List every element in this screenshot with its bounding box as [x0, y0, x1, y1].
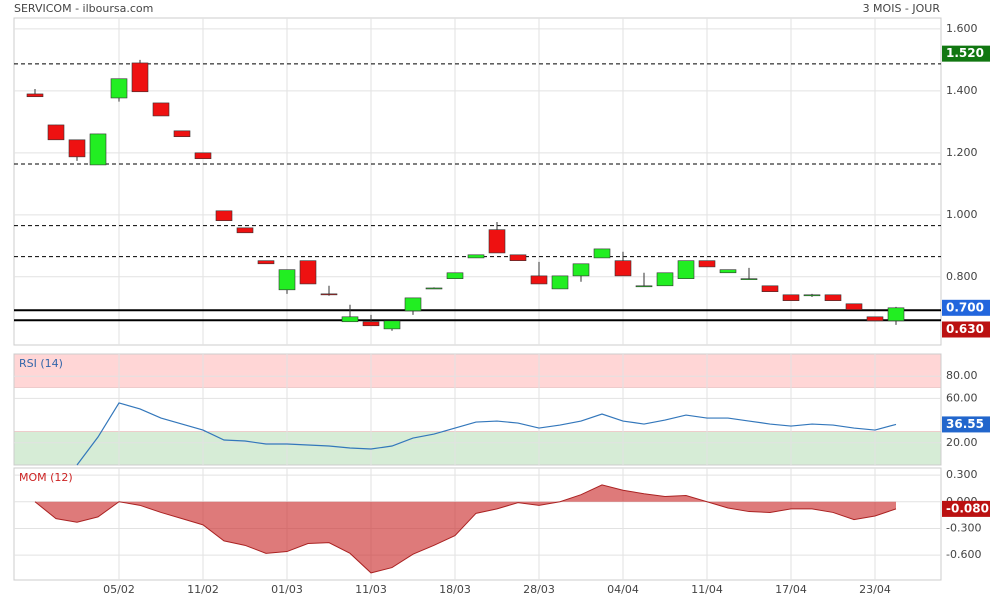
price-marker-label: 0.700	[946, 300, 984, 314]
x-tick-label: 11/02	[187, 583, 219, 596]
candle-body	[341, 316, 359, 323]
candle-body	[278, 269, 296, 291]
price-marker	[942, 299, 990, 316]
panel-frame	[13, 17, 942, 346]
y-tick-label: 20.00	[946, 436, 978, 449]
zone	[13, 353, 942, 388]
x-tick-label: 11/03	[355, 583, 387, 596]
candle-body	[131, 62, 149, 93]
candle-body	[68, 139, 86, 158]
candle-body	[761, 285, 779, 292]
candle-body	[803, 294, 821, 297]
mom-area	[35, 484, 896, 573]
panel-frame	[13, 467, 942, 581]
panel-title: RSI (14)	[19, 357, 63, 370]
candle-body	[593, 248, 611, 259]
candle-body	[782, 294, 800, 301]
candle-body	[530, 275, 548, 285]
candle-body	[425, 287, 443, 290]
candle-body	[194, 152, 212, 160]
y-tick-label: 80.00	[946, 369, 978, 382]
x-tick-label: 11/04	[691, 583, 723, 596]
candle-body	[572, 263, 590, 277]
x-tick-label: 04/04	[607, 583, 639, 596]
candle-body	[509, 254, 527, 261]
x-tick-label: 28/03	[523, 583, 555, 596]
candle-body	[152, 102, 170, 117]
price-marker-label: -0.080	[946, 501, 989, 515]
candle-body	[740, 278, 758, 280]
y-tick-label: -0.600	[946, 548, 981, 561]
price-marker-label: 1.520	[946, 46, 984, 60]
candle-body	[89, 133, 107, 166]
y-tick-label: 0.800	[946, 270, 978, 283]
candle-body	[887, 307, 905, 322]
candle-body	[320, 293, 338, 296]
period-label: 3 MOIS - JOUR	[863, 2, 941, 15]
candle-body	[236, 227, 254, 234]
candle-body	[299, 260, 317, 285]
candle-body	[551, 275, 569, 290]
candle-body	[845, 303, 863, 310]
chart-title: SERVICOM - ilboursa.com	[14, 2, 153, 15]
y-tick-label: 1.600	[946, 22, 978, 35]
x-tick-label: 05/02	[103, 583, 135, 596]
price-marker	[942, 45, 990, 62]
candle-body	[446, 272, 464, 279]
candle-body	[47, 124, 65, 141]
y-tick-label: -0.300	[946, 521, 981, 534]
candle-body	[824, 294, 842, 301]
candle-body	[467, 254, 485, 259]
candle-body	[614, 260, 632, 277]
x-tick-label: 23/04	[859, 583, 891, 596]
rsi-line	[76, 402, 897, 466]
x-tick-label: 17/04	[775, 583, 807, 596]
y-tick-label: 1.400	[946, 84, 978, 97]
candle-body	[362, 321, 380, 327]
candle-body	[677, 260, 695, 279]
candle-body	[383, 320, 401, 330]
price-marker	[942, 416, 990, 433]
panel-title: MOM (12)	[19, 471, 73, 484]
candle-body	[866, 316, 884, 322]
y-tick-label: 1.000	[946, 208, 978, 221]
candle-body	[488, 229, 506, 254]
y-tick-label: 0.300	[946, 468, 978, 481]
candle-body	[110, 78, 128, 99]
candle-body	[404, 297, 422, 312]
candle-body	[173, 130, 191, 138]
x-tick-label: 01/03	[271, 583, 303, 596]
price-marker-label: 0.630	[946, 322, 984, 336]
candle-body	[215, 210, 233, 222]
candle-body	[698, 260, 716, 268]
candle-body	[635, 285, 653, 288]
candle-body	[257, 260, 275, 265]
price-marker	[942, 321, 990, 338]
y-tick-label: 1.200	[946, 146, 978, 159]
candle-body	[26, 93, 44, 98]
price-marker-label: 36.55	[946, 417, 984, 431]
x-tick-label: 18/03	[439, 583, 471, 596]
candle-body	[719, 269, 737, 274]
zone	[13, 431, 942, 466]
price-marker	[942, 500, 990, 517]
panel-frame	[13, 353, 942, 466]
mom-line	[34, 484, 897, 574]
y-tick-label: 60.00	[946, 391, 978, 404]
candle-body	[656, 272, 674, 287]
